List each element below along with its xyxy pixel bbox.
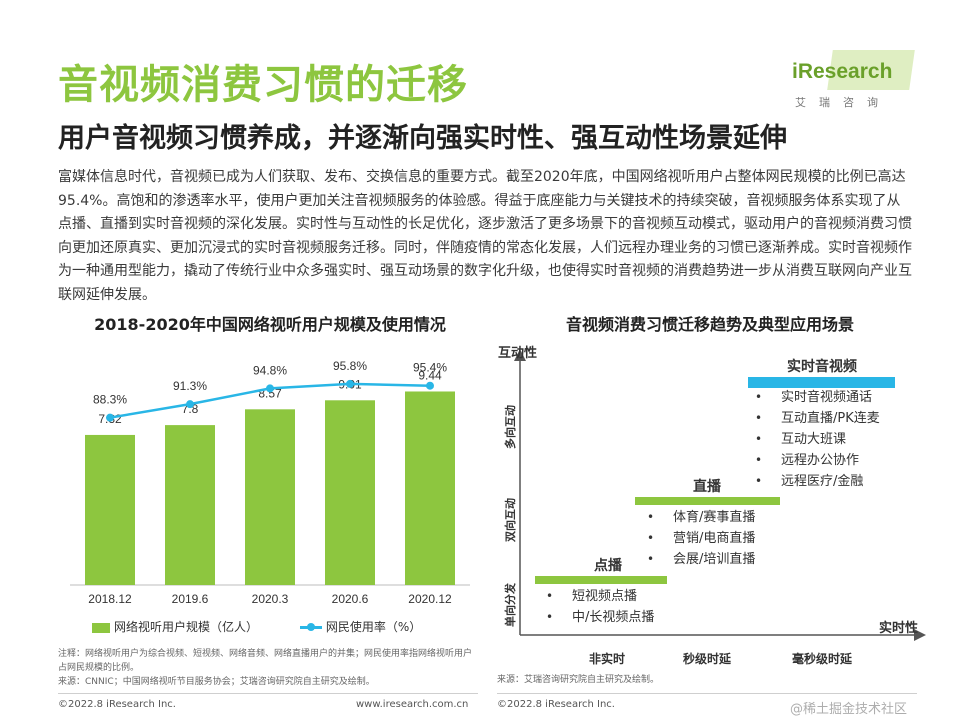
stage-item-bullet: • <box>755 411 762 425</box>
usage-rate-label: 95.8% <box>333 359 367 373</box>
logo-text: iResearch <box>792 60 893 83</box>
note-text: 注释：网络视听用户为综合视频、短视频、网络音频、网络直播用户的并集；网民使用率指… <box>58 649 473 673</box>
footer-copyright-left: ©2022.8 iResearch Inc. <box>58 699 176 710</box>
stage-bar <box>535 576 667 584</box>
x-tick-label: 2020.6 <box>332 592 369 606</box>
intro-paragraph: 富媒体信息时代，音视频已成为人们获取、发布、交换信息的重要方式。截至2020年底… <box>58 169 912 303</box>
footer-copyright-right: ©2022.8 iResearch Inc. <box>497 699 615 710</box>
x-axis-title: 实时性 <box>879 620 918 636</box>
usage-rate-label: 91.3% <box>173 379 207 393</box>
usage-rate-point <box>266 384 274 393</box>
stage-item-bullet: • <box>755 390 762 404</box>
legend-bar-swatch <box>92 622 110 633</box>
source-text-right: 来源：艾瑞咨询研究院自主研究及绘制。 <box>497 675 660 685</box>
source-text-left: 来源：CNNIC；中国网络视听节目服务协会；艾瑞咨询研究院自主研究及绘制。 <box>58 677 375 687</box>
usage-rate-point <box>106 413 114 422</box>
chart-legend: 网络视听用户规模（亿人） 网民使用率（%） <box>92 618 459 635</box>
chart-note: 注释：网络视听用户为综合视频、短视频、网络音频、网络直播用户的并集；网民使用率指… <box>58 647 478 689</box>
stage-item-bullet: • <box>755 474 762 488</box>
y-axis-title: 互动性 <box>498 345 537 361</box>
stage-bar <box>635 497 780 505</box>
stage-item: 远程办公协作 <box>781 453 859 468</box>
x-tick-label: 2019.6 <box>172 592 209 606</box>
usage-rate-label: 95.4% <box>413 361 447 375</box>
legend-bar-label: 网络视听用户规模（亿人） <box>114 620 259 634</box>
bar-2020.12 <box>405 391 455 585</box>
bar-2018.12 <box>85 434 135 585</box>
stage-item: 互动大班课 <box>781 432 846 447</box>
stage-item: 中/长视频点播 <box>572 610 654 625</box>
stage-item-bullet: • <box>755 453 762 467</box>
usage-rate-point <box>186 400 194 409</box>
usage-rate-label: 88.3% <box>93 393 127 407</box>
stage-label: 实时音视频 <box>787 358 857 375</box>
legend-line-swatch <box>299 623 322 631</box>
right-chart-title: 音视频消费习惯迁移趋势及典型应用场景 <box>565 315 854 334</box>
logo-subtext: 艾瑞咨询 <box>795 96 891 109</box>
y-level-label: 单向分发 <box>503 582 517 627</box>
x-tick-label: 2020.12 <box>408 592 452 606</box>
x-level-label: 毫秒级时延 <box>792 651 853 666</box>
x-tick-label: 2018.12 <box>88 592 132 606</box>
footer-divider-right <box>497 693 917 694</box>
stage-label: 直播 <box>693 478 722 495</box>
x-tick-label: 2020.3 <box>252 592 289 606</box>
x-level-label: 非实时 <box>589 651 625 666</box>
usage-rate-point <box>346 379 354 388</box>
stage-item: 实时音视频通话 <box>781 389 872 405</box>
user-scale-chart: 7.322018.127.82019.68.572020.39.012020.6… <box>70 359 470 606</box>
stage-item: 远程医疗/金融 <box>781 473 863 489</box>
usage-rate-label: 94.8% <box>253 363 287 377</box>
stage-item-bullet: • <box>546 589 553 603</box>
bar-2020.6 <box>325 400 375 585</box>
page-title: 音视频消费习惯的迁移 <box>58 62 468 108</box>
stage-item: 营销/电商直播 <box>673 531 755 546</box>
stage-item: 互动直播/PK连麦 <box>781 410 880 426</box>
stage-item-bullet: • <box>647 510 654 524</box>
bar-2020.3 <box>245 409 295 585</box>
stage-item-bullet: • <box>755 432 762 446</box>
watermark: @稀土掘金技术社区 <box>790 702 908 717</box>
y-level-label: 双向互动 <box>503 498 517 542</box>
page-subtitle: 用户音视频习惯养成，并逐渐向强实时性、强互动性场景延伸 <box>58 123 787 154</box>
y-level-label: 多向互动 <box>503 405 517 449</box>
stage-item: 短视频点播 <box>572 589 637 604</box>
stage-bar <box>748 377 895 388</box>
stage-item: 体育/赛事直播 <box>673 509 755 525</box>
stage-item: 会展/培训直播 <box>673 551 755 567</box>
bar-value-label: 9.44 <box>418 368 442 382</box>
left-chart-title: 2018-2020年中国网络视听用户规模及使用情况 <box>94 315 446 334</box>
footer-divider-left <box>58 693 478 694</box>
stage-item-bullet: • <box>546 610 553 624</box>
legend-line-label: 网民使用率（%） <box>325 620 422 634</box>
bar-2019.6 <box>165 425 215 585</box>
usage-rate-point <box>426 381 434 390</box>
x-level-label: 秒级时延 <box>683 651 732 666</box>
stage-label: 点播 <box>594 557 623 574</box>
footer-url-left: www.iresearch.com.cn <box>356 699 469 710</box>
stage-item-bullet: • <box>647 552 654 566</box>
stage-item-bullet: • <box>647 531 654 545</box>
iresearch-logo: iResearch <box>792 50 915 98</box>
